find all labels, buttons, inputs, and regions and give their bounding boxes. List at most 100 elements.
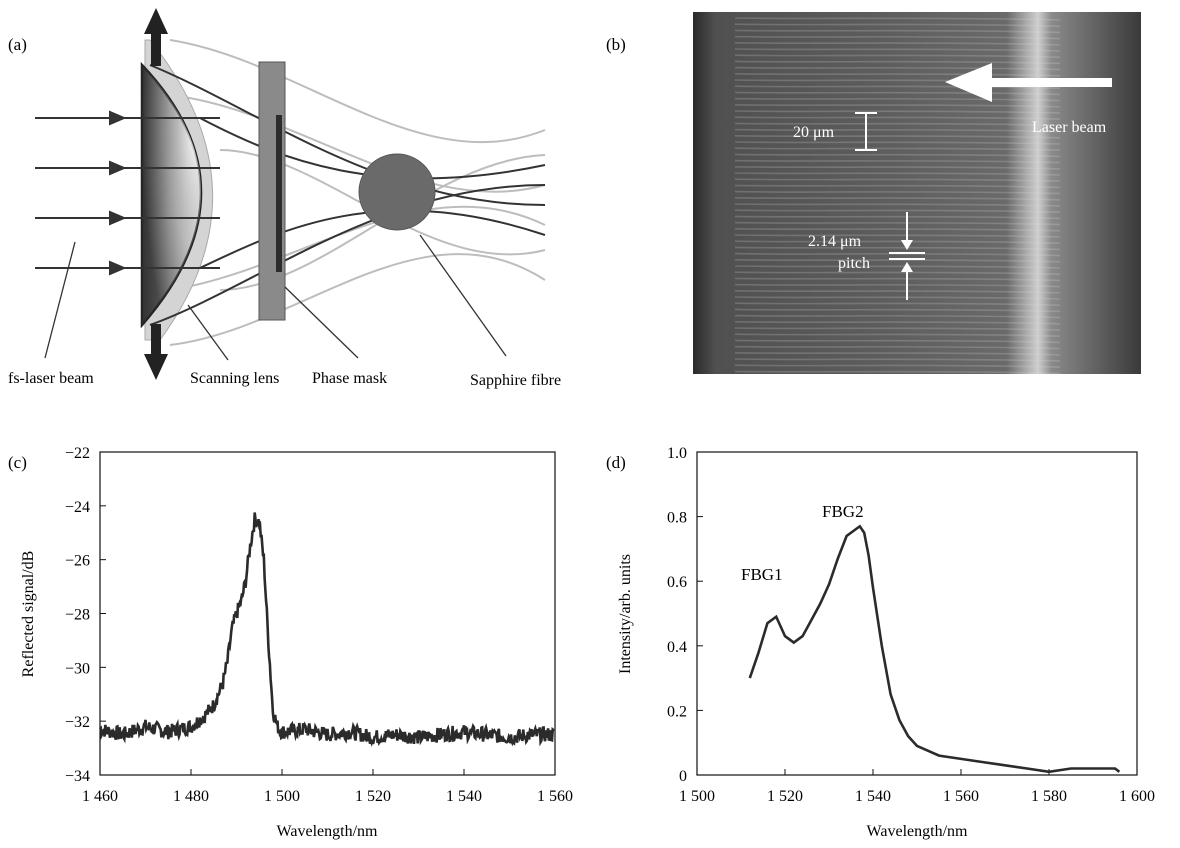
y-tick-label: 0.6 [667, 574, 687, 591]
fringe-line [734, 17, 1061, 21]
fringe-line [734, 252, 1061, 257]
y-tick-label: −32 [65, 714, 90, 731]
scan-down-arrow [144, 324, 168, 380]
scale-bar-label: 20 μm [793, 124, 835, 141]
fringe-line [734, 308, 1061, 313]
fringe-line [734, 364, 1061, 368]
fringe-line [734, 141, 1061, 145]
x-tick-label: 1 500 [679, 788, 715, 805]
annotation-fbg1: FBG1 [741, 565, 783, 584]
fringe-line [734, 147, 1061, 151]
leader-lines [44, 234, 507, 361]
chart-c-series-line [99, 512, 555, 747]
pitch-indicator [889, 212, 925, 300]
panel-d-label: (d) [606, 453, 626, 472]
fringe-line [734, 265, 1061, 269]
fringe-line [734, 85, 1061, 89]
fringe-line [734, 60, 1061, 65]
chart-d-xlabel: Wavelength/nm [867, 823, 968, 840]
fringe-line [734, 327, 1061, 331]
fringe-line [734, 345, 1061, 350]
y-tick-label: −28 [65, 607, 90, 624]
fringe-line [734, 54, 1061, 58]
x-tick-label: 1 500 [264, 788, 300, 805]
fringe-line [734, 172, 1061, 176]
chart-d-series-line [748, 524, 1121, 774]
y-tick-label: 1.0 [667, 445, 687, 462]
fringe-line [734, 296, 1061, 300]
fringe-line [734, 42, 1061, 46]
fringe-line [734, 271, 1061, 275]
fringe-line [734, 333, 1061, 337]
y-tick-label: −34 [65, 768, 90, 785]
fringe-line [734, 234, 1061, 238]
fringe-line [734, 370, 1061, 375]
fringe-line [734, 97, 1061, 102]
fringe-line [734, 352, 1061, 356]
x-tick-label: 1 580 [1031, 788, 1067, 805]
x-tick-label: 1 460 [82, 788, 118, 805]
fringe-line [734, 283, 1061, 288]
laser-beam-arrow [945, 63, 1112, 102]
fringe-line [734, 203, 1061, 207]
x-tick-label: 1 520 [767, 788, 803, 805]
fringe-line [734, 290, 1061, 294]
fringe-line [734, 197, 1061, 201]
fringe-line [734, 153, 1061, 158]
x-tick-label: 1 600 [1119, 788, 1155, 805]
scanning-lens-label: Scanning lens [190, 370, 279, 387]
phase-mask-label: Phase mask [312, 370, 387, 387]
grating-fringes [734, 17, 1061, 375]
x-tick-label: 1 560 [537, 788, 573, 805]
fringe-line [734, 240, 1061, 244]
panel-c: (c) −34 −32 −30 −28 −26 −24 −22 1 460 1 480 1 50… [8, 445, 573, 840]
fringe-line [734, 302, 1061, 306]
fringe-line [734, 209, 1061, 213]
y-tick-label: −30 [65, 660, 90, 677]
panel-b: (b) Laser beam 20 μm 2.14 μm pitch [606, 12, 1141, 375]
fringe-line [734, 314, 1061, 319]
chart-d-plot-area [696, 451, 1138, 776]
panel-c-label: (c) [8, 453, 27, 472]
fringe-line [734, 190, 1061, 195]
fringe-line [734, 66, 1061, 71]
y-tick-label: 0.8 [667, 510, 687, 527]
fringe-line [734, 339, 1061, 344]
panel-a-label: (a) [8, 35, 27, 54]
fringe-line [734, 159, 1061, 164]
fringe-line [734, 73, 1061, 77]
fringe-line [734, 259, 1061, 263]
pitch-value-label: 2.14 μm [808, 233, 862, 250]
panel-b-label: (b) [606, 35, 626, 54]
beam-curves-dark [149, 64, 546, 326]
fringe-line [734, 23, 1061, 27]
annotation-fbg2: FBG2 [822, 502, 864, 521]
chart-d-y-axis: 0 0.2 0.4 0.6 0.8 1.0 [667, 445, 703, 785]
fringe-line [734, 178, 1061, 182]
fringe-line [734, 48, 1061, 52]
chart-d-x-axis: 1 500 1 520 1 540 1 560 1 580 1 600 [679, 769, 1155, 805]
chart-c-y-axis: −34 −32 −30 −28 −26 −24 −22 [65, 445, 106, 785]
fs-laser-label: fs-laser beam [8, 370, 94, 387]
fringe-line [734, 135, 1061, 139]
fringe-line [734, 122, 1061, 127]
panel-a: (a) [8, 8, 561, 389]
fringe-line [734, 104, 1061, 108]
fringe-line [734, 228, 1061, 232]
chart-c-x-axis: 1 460 1 480 1 500 1 520 1 540 1 560 [82, 769, 573, 805]
x-tick-label: 1 560 [943, 788, 979, 805]
y-tick-label: 0.4 [667, 639, 687, 656]
y-tick-label: −26 [65, 553, 90, 570]
x-tick-label: 1 480 [173, 788, 209, 805]
fringe-line [734, 166, 1061, 170]
fringe-line [734, 128, 1061, 133]
y-tick-label: 0.2 [667, 703, 687, 720]
x-tick-label: 1 520 [355, 788, 391, 805]
y-tick-label: −22 [65, 445, 90, 462]
panel-d: (d) 0 0.2 0.4 0.6 0.8 1.0 1 500 1 520 1 540 1 56… [606, 445, 1155, 840]
fringe-line [734, 116, 1061, 120]
fringe-line [734, 277, 1061, 282]
chart-c-ylabel: Reflected signal/dB [20, 551, 37, 678]
micrograph [693, 12, 1141, 374]
